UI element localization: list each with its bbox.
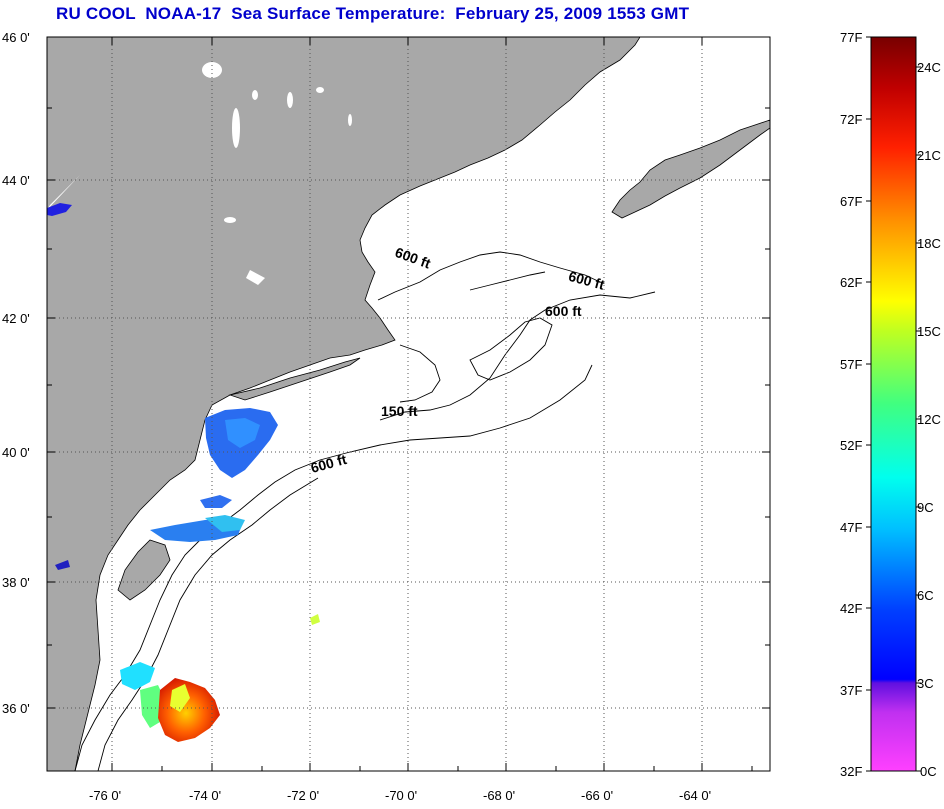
lat-label-42: 42 0' <box>2 311 30 326</box>
lat-label-46: 46 0' <box>2 30 30 45</box>
cb-label-67f: 67F <box>840 194 862 209</box>
lat-label-36: 36 0' <box>2 701 30 716</box>
sst-patches <box>55 408 320 742</box>
land-mainland <box>47 37 641 771</box>
cb-label-9c: 9C <box>917 500 934 515</box>
cb-label-72f: 72F <box>840 112 862 127</box>
cb-label-18c: 18C <box>917 236 941 251</box>
lon-label-66: -66 0' <box>581 788 613 803</box>
lon-label-70: -70 0' <box>385 788 417 803</box>
cb-label-3c: 3C <box>917 676 934 691</box>
lat-label-38: 38 0' <box>2 575 30 590</box>
cb-label-6c: 6C <box>917 588 934 603</box>
colorbar-ticks <box>866 36 921 772</box>
map-title: RU COOL NOAA-17 Sea Surface Temperature:… <box>56 4 690 23</box>
cb-label-37f: 37F <box>840 683 862 698</box>
colorbar <box>870 36 917 772</box>
lon-label-72: -72 0' <box>287 788 319 803</box>
lon-label-68: -68 0' <box>483 788 515 803</box>
cb-label-24c: 24C <box>917 60 941 75</box>
contour-label-150: 150 ft <box>381 403 418 419</box>
cb-label-57f: 57F <box>840 357 862 372</box>
lon-label-74: -74 0' <box>189 788 221 803</box>
cb-label-77f: 77F <box>840 30 862 45</box>
lake-sst <box>47 203 72 216</box>
contour-label-600-c: 600 ft <box>545 303 582 319</box>
cb-label-21c: 21C <box>917 148 941 163</box>
cb-label-0c: 0C <box>920 764 937 779</box>
cb-label-62f: 62F <box>840 275 862 290</box>
cb-label-32f: 32F <box>840 764 862 779</box>
lat-label-40: 40 0' <box>2 445 30 460</box>
tick-marks <box>47 36 770 771</box>
lat-label-44: 44 0' <box>2 173 30 188</box>
land-long-island <box>228 357 361 401</box>
cb-label-47f: 47F <box>840 520 862 535</box>
land-delmarva <box>117 539 171 601</box>
graticule <box>47 37 770 771</box>
lon-label-64: -64 0' <box>679 788 711 803</box>
lon-label-76: -76 0' <box>89 788 121 803</box>
cb-label-15c: 15C <box>917 324 941 339</box>
cb-label-12c: 12C <box>917 412 941 427</box>
land-nova-scotia <box>611 119 770 219</box>
cb-label-52f: 52F <box>840 438 862 453</box>
cb-label-42f: 42F <box>840 601 862 616</box>
